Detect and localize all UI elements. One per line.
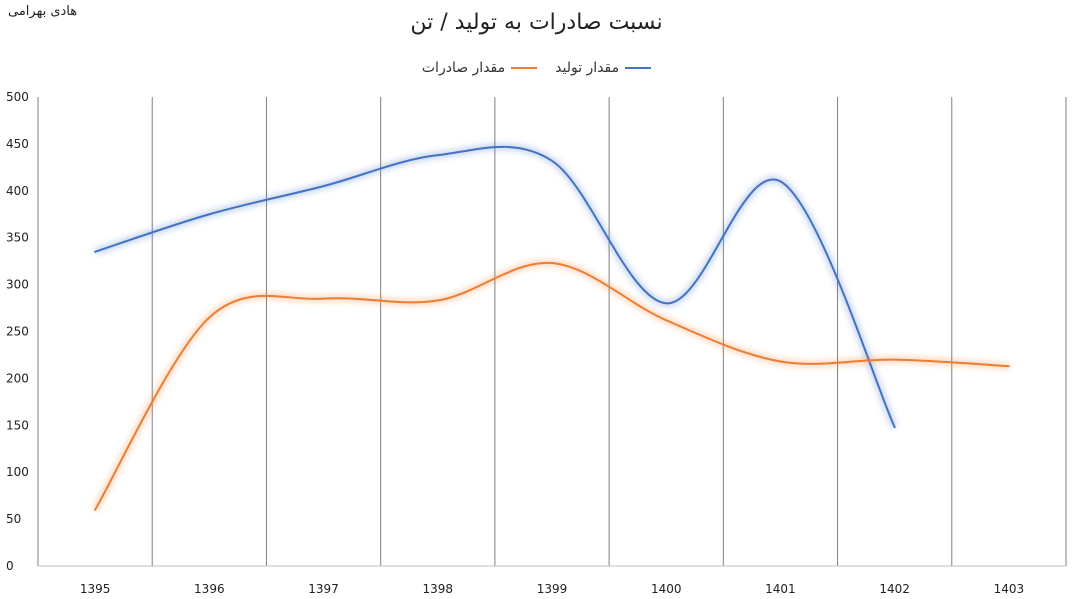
x-tick-label: 1397 <box>308 582 339 596</box>
chart-title: نسبت صادرات به تولید / تن <box>410 10 663 35</box>
data-point-exports <box>208 316 210 318</box>
data-point-production <box>208 213 210 215</box>
series-line-production <box>94 145 896 429</box>
x-tick-label: 1400 <box>651 582 682 596</box>
data-point-exports <box>1008 365 1010 367</box>
grid-layer <box>37 97 1067 566</box>
y-tick-label: 350 <box>6 231 29 245</box>
data-point-exports <box>323 298 325 300</box>
data-point-exports <box>665 319 667 321</box>
legend-label-exports: مقدار صادرات <box>421 60 506 76</box>
y-tick-label: 50 <box>6 512 21 526</box>
x-tick-label: 1398 <box>423 582 454 596</box>
axis-layer: 0 50 100 150 200 250 300 350 400 450 500 1395 1396 13… <box>6 90 1066 596</box>
y-tick-label: 100 <box>6 465 29 479</box>
series-layer <box>92 143 1010 512</box>
data-point-production <box>779 180 781 182</box>
y-tick-label: 500 <box>6 90 29 104</box>
y-tick-label: 200 <box>6 371 29 385</box>
x-tick-label: 1402 <box>879 582 910 596</box>
data-point-exports <box>437 300 439 302</box>
y-tick-label: 250 <box>6 325 29 339</box>
data-point-exports <box>94 509 96 511</box>
data-point-production <box>323 185 325 187</box>
data-point-exports <box>551 262 553 264</box>
legend-label-production: مقدار تولید <box>555 60 620 76</box>
data-point-production <box>551 160 553 162</box>
data-point-exports <box>894 359 896 361</box>
y-tick-label: 450 <box>6 137 29 151</box>
y-tick-label: 0 <box>6 559 14 573</box>
legend-item-exports: مقدار صادرات <box>421 60 538 76</box>
data-point-exports <box>779 361 781 363</box>
data-point-production <box>437 154 439 156</box>
data-point-production <box>665 302 667 304</box>
legend-item-production: مقدار تولید <box>555 60 652 76</box>
author-label: هادی بهرامی <box>8 4 78 19</box>
data-point-production <box>894 426 896 428</box>
x-tick-label: 1399 <box>537 582 568 596</box>
x-tick-label: 1396 <box>194 582 225 596</box>
legend-swatch-production <box>625 67 652 69</box>
x-tick-label: 1401 <box>765 582 796 596</box>
y-tick-label: 150 <box>6 418 29 432</box>
series-line-exports <box>94 261 1010 511</box>
y-tick-label: 400 <box>6 184 29 198</box>
x-tick-label: 1403 <box>994 582 1025 596</box>
data-point-production <box>94 251 96 253</box>
series-glow-exports <box>92 259 1010 512</box>
y-tick-label: 300 <box>6 278 29 292</box>
x-tick-label: 1395 <box>80 582 111 596</box>
legend-swatch-exports <box>511 67 538 69</box>
chart-legend: مقدار تولید مقدار صادرات <box>0 60 1073 76</box>
